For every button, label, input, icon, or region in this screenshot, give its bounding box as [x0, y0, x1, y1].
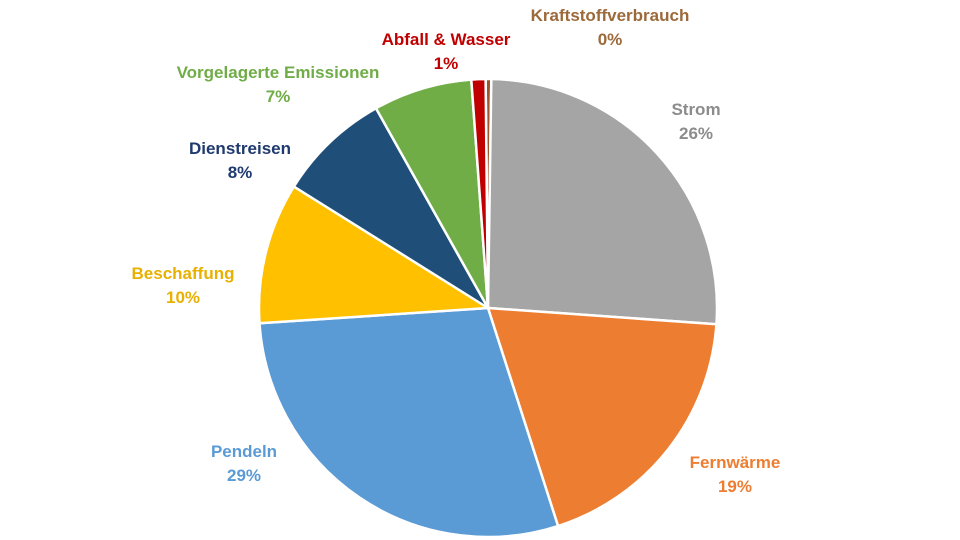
slice-label-percent: 8% [227, 163, 253, 182]
slice-label-name: Pendeln [210, 442, 278, 461]
pie-slice-abfall-wasser [470, 77, 490, 310]
slice-label: Dienstreisen 8% [189, 137, 291, 185]
slice-label: Abfall & Wasser 1% [382, 28, 511, 76]
slice-label-percent: 29% [226, 466, 262, 485]
slice-label-percent: 1% [433, 54, 459, 73]
slice-label-name: Strom [671, 100, 721, 119]
slice-label-name: Beschaffung [131, 264, 235, 283]
slice-label-name: Dienstreisen [188, 139, 292, 158]
slice-label: Strom 26% [671, 98, 720, 146]
slice-label-name: Fernwärme [689, 453, 781, 472]
pie-slice-fernw-rme [486, 306, 718, 528]
slice-label: Fernwärme 19% [690, 451, 781, 499]
slice-label-name: Kraftstoffverbrauch [530, 6, 690, 25]
pie-slice-strom [486, 77, 719, 326]
slice-label-name: Vorgelagerte Emissionen [176, 63, 380, 82]
slice-label: Vorgelagerte Emissionen 7% [177, 61, 380, 109]
slice-label-percent: 19% [717, 477, 753, 496]
slice-label: Pendeln 29% [211, 440, 277, 488]
pie-slice-pendeln [258, 306, 560, 539]
slice-label: Beschaffung 10% [132, 262, 235, 310]
slice-label: Kraftstoffverbrauch 0% [531, 4, 690, 52]
slice-label-percent: 10% [165, 288, 201, 307]
slice-label-percent: 26% [678, 124, 714, 143]
slice-label-percent: 0% [597, 30, 623, 49]
pie-slice-dienstreisen [292, 107, 490, 310]
slice-label-name: Abfall & Wasser [381, 30, 511, 49]
slice-label-percent: 7% [265, 87, 291, 106]
pie-slice-beschaffung [257, 185, 490, 325]
